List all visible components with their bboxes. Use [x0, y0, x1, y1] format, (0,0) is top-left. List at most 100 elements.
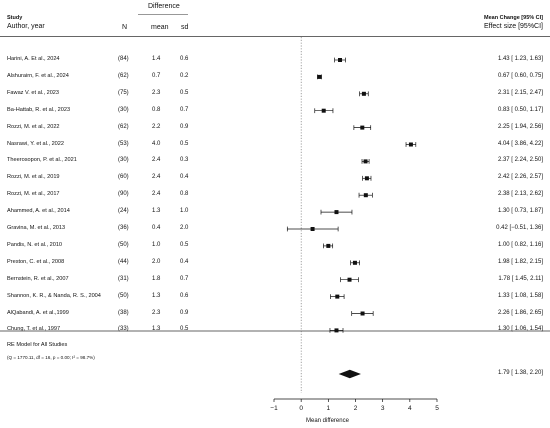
mean-value: 4.0	[152, 140, 161, 147]
mean-value: 2.2	[152, 123, 161, 130]
ci-text: 0.83 [ 0.50, 1.17]	[497, 106, 543, 113]
sd-value: 0.4	[180, 174, 189, 181]
point-estimate	[338, 58, 343, 62]
mean-value: 1.8	[152, 275, 161, 282]
ci-text: 2.25 [ 1.94, 2.56]	[497, 123, 543, 130]
ci-text: 4.04 [ 3.86, 4.22]	[497, 140, 543, 147]
sd-value: 2.0	[180, 225, 189, 231]
n-value: (53)	[118, 140, 129, 147]
x-tick-label: 2	[354, 405, 358, 412]
sd-value: 0.4	[180, 258, 189, 265]
n-value: (50)	[118, 241, 129, 248]
ci-text: 1.33 [ 1.08, 1.58]	[497, 292, 543, 299]
point-estimate	[364, 176, 369, 181]
x-tick-label: 3	[381, 405, 385, 412]
n-value: (30)	[118, 157, 129, 164]
point-estimate	[352, 260, 357, 265]
difference-header: Difference	[148, 3, 180, 10]
mean-value: 2.4	[152, 191, 161, 198]
sd-value: 0.5	[180, 326, 189, 333]
n-header: N	[122, 24, 128, 31]
mean-value: 1.3	[152, 208, 161, 215]
mean-header: mean	[151, 24, 169, 31]
x-tick-label: 1	[327, 405, 331, 412]
ci-text: 1.30 [ 1.06, 1.54]	[497, 326, 543, 333]
point-estimate	[334, 328, 339, 333]
n-value: (31)	[118, 275, 129, 282]
study-name: Fawaz V. et al., 2023	[7, 89, 60, 96]
summary-ci-text: 1.79 [ 1.38, 2.20]	[497, 370, 543, 376]
mean-value: 1.0	[152, 241, 161, 248]
n-value: (33)	[118, 326, 129, 333]
x-tick-label: 5	[435, 405, 439, 412]
x-tick-label: 0	[299, 405, 303, 412]
n-value: (90)	[118, 191, 129, 198]
ci-text: 2.42 [ 2.26, 2.57]	[497, 174, 543, 181]
study-name: Rozzi, M. et al., 2022	[7, 123, 60, 130]
n-value: (62)	[118, 123, 129, 130]
point-estimate	[334, 210, 339, 215]
mean-value: 2.4	[152, 174, 161, 181]
study-name: AlQabandi, A. et al.,1999	[7, 309, 69, 316]
sd-value: 0.7	[180, 275, 189, 282]
sd-header: sd	[181, 24, 189, 31]
ci-text: 2.26 [ 1.86, 2.65]	[497, 309, 543, 316]
mean-value: 2.3	[152, 89, 161, 96]
study-name: Rozzi, M. et al., 2019	[7, 174, 60, 181]
sd-value: 1.0	[180, 208, 189, 215]
study-name: Preston, C. et al., 2008	[7, 258, 65, 265]
mean-value: 2.0	[152, 258, 161, 265]
effect-size-header: Effect size [95%CI]	[483, 23, 543, 30]
x-tick-label: 4	[408, 405, 412, 412]
summary-stats: (Q = 1770.11, df = 16, p = 0.00; I² = 98…	[7, 355, 95, 360]
mean-change-header: Mean Change [95% CI]	[484, 15, 543, 21]
sd-value: 0.5	[180, 140, 189, 147]
point-estimate	[310, 227, 315, 231]
ci-text: 1.78 [ 1.45, 2.11]	[498, 275, 543, 282]
study-name: Pandis, N. et al., 2010	[7, 241, 63, 248]
study-header: Study	[7, 15, 23, 21]
study-name: Nasrawi, Y. et al., 2022	[7, 140, 65, 147]
study-name: Theerosopon, P. et al., 2021	[7, 157, 77, 164]
n-value: (36)	[118, 225, 129, 231]
n-value: (24)	[118, 208, 129, 215]
n-value: (84)	[118, 56, 129, 62]
study-name: Chung, T. et al., 1997	[7, 326, 61, 333]
point-estimate	[361, 91, 366, 96]
ci-text: 2.31 [ 2.15, 2.47]	[497, 89, 543, 96]
sd-value: 0.5	[180, 241, 189, 248]
study-name: Rozzi, M. et al., 2017	[7, 191, 60, 198]
mean-value: 0.7	[152, 72, 161, 79]
sd-value: 0.8	[180, 191, 189, 198]
n-value: (62)	[118, 72, 129, 79]
study-name: Ba-Hattab, R. et al., 2023	[7, 106, 71, 113]
x-axis-label: Mean difference	[306, 418, 349, 424]
point-estimate	[408, 142, 413, 147]
n-value: (75)	[118, 89, 129, 96]
ci-text: 1.00 [ 0.82, 1.16]	[497, 241, 543, 248]
mean-value: 2.4	[152, 157, 161, 164]
study-name: Ahammed, A. et al., 2014	[7, 208, 70, 215]
point-estimate	[317, 74, 322, 79]
study-name: Bernstein, R. et al., 2007	[7, 275, 69, 282]
point-estimate	[326, 243, 331, 248]
point-estimate	[321, 108, 326, 113]
x-tick-label: −1	[270, 405, 278, 412]
n-value: (30)	[118, 106, 129, 113]
pooled-diamond	[338, 369, 361, 379]
author-year-header: Author, year	[7, 23, 45, 30]
summary-label: RE Model for All Studies	[7, 342, 68, 348]
point-estimate	[360, 311, 365, 316]
n-value: (60)	[118, 174, 129, 181]
ci-text: 1.30 [ 0.73, 1.87]	[497, 208, 543, 215]
mean-value: 1.3	[152, 292, 161, 299]
ci-text: 1.43 [ 1.23, 1.63]	[497, 56, 543, 62]
study-name: Alshurairn, F. et al., 2024	[7, 72, 69, 79]
sd-value: 0.2	[180, 72, 189, 79]
ci-text: 1.98 [ 1.82, 2.15]	[497, 258, 543, 265]
mean-value: 0.8	[152, 106, 161, 113]
sd-value: 0.6	[180, 292, 189, 299]
ci-text: 0.42 [−0.51, 1.36]	[496, 225, 543, 231]
ci-text: 0.67 [ 0.60, 0.75]	[497, 72, 543, 79]
